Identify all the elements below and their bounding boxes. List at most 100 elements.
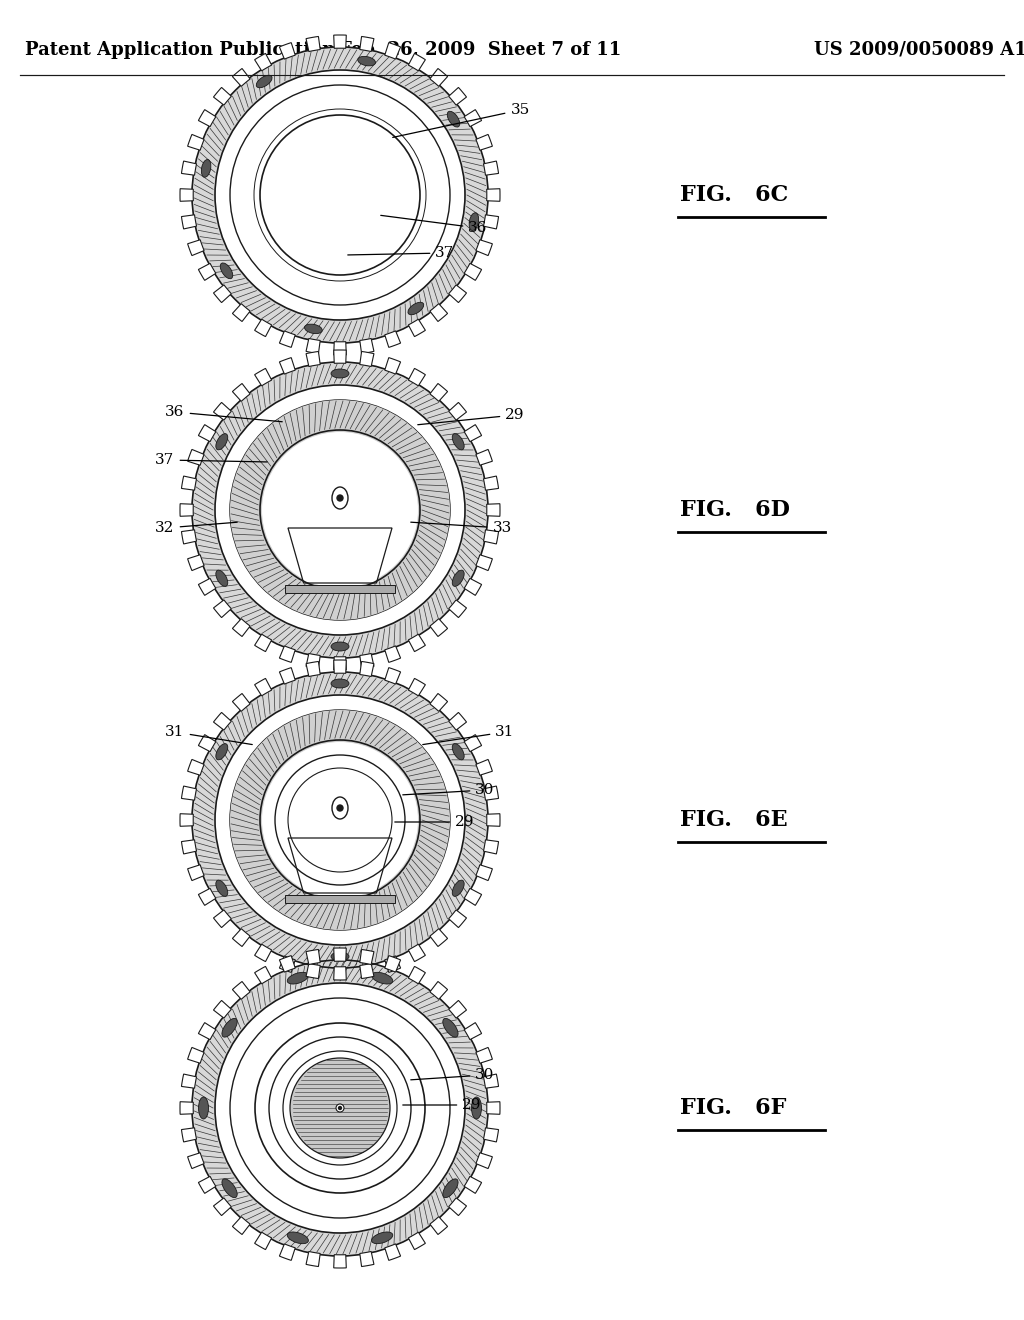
Wedge shape xyxy=(430,1217,447,1234)
Wedge shape xyxy=(232,304,250,322)
Ellipse shape xyxy=(332,487,348,510)
Wedge shape xyxy=(199,1023,216,1040)
Circle shape xyxy=(178,657,502,982)
Wedge shape xyxy=(306,949,321,965)
Wedge shape xyxy=(280,956,295,972)
Ellipse shape xyxy=(453,743,464,760)
Wedge shape xyxy=(306,1251,321,1266)
Wedge shape xyxy=(464,110,481,127)
Wedge shape xyxy=(187,449,204,465)
Wedge shape xyxy=(464,264,481,280)
Ellipse shape xyxy=(216,570,227,586)
Wedge shape xyxy=(359,351,374,367)
Ellipse shape xyxy=(372,973,393,983)
Text: Feb. 26, 2009  Sheet 7 of 11: Feb. 26, 2009 Sheet 7 of 11 xyxy=(339,41,622,59)
Wedge shape xyxy=(199,888,216,906)
Circle shape xyxy=(232,1001,449,1216)
Text: FIG.   6E: FIG. 6E xyxy=(680,809,787,832)
Wedge shape xyxy=(483,1074,499,1088)
Wedge shape xyxy=(181,477,197,490)
Wedge shape xyxy=(180,504,194,516)
Wedge shape xyxy=(213,87,231,106)
Wedge shape xyxy=(334,350,346,363)
Wedge shape xyxy=(280,331,295,347)
Ellipse shape xyxy=(222,1179,238,1197)
Wedge shape xyxy=(334,966,346,979)
Circle shape xyxy=(337,805,343,810)
Wedge shape xyxy=(232,982,250,999)
Circle shape xyxy=(336,1104,344,1111)
Ellipse shape xyxy=(222,1019,238,1038)
Text: 31: 31 xyxy=(165,725,252,744)
Wedge shape xyxy=(213,403,231,420)
Text: 35: 35 xyxy=(393,103,529,137)
Text: FIG.   6F: FIG. 6F xyxy=(680,1097,786,1119)
Wedge shape xyxy=(213,599,231,618)
Wedge shape xyxy=(255,678,271,696)
Wedge shape xyxy=(359,338,374,354)
Ellipse shape xyxy=(453,880,464,896)
Ellipse shape xyxy=(216,880,227,896)
Wedge shape xyxy=(280,358,295,374)
Circle shape xyxy=(178,946,502,1270)
Wedge shape xyxy=(476,449,493,465)
FancyBboxPatch shape xyxy=(285,895,395,903)
Wedge shape xyxy=(334,660,346,673)
Circle shape xyxy=(337,495,343,502)
Ellipse shape xyxy=(216,434,227,450)
Wedge shape xyxy=(255,368,271,385)
Wedge shape xyxy=(306,653,321,668)
Ellipse shape xyxy=(331,370,349,378)
Text: 36: 36 xyxy=(381,215,487,235)
Wedge shape xyxy=(187,1047,204,1063)
Wedge shape xyxy=(187,1152,204,1168)
Wedge shape xyxy=(180,813,194,826)
Wedge shape xyxy=(334,1255,346,1269)
Wedge shape xyxy=(187,865,204,880)
Polygon shape xyxy=(288,838,392,894)
Wedge shape xyxy=(181,529,197,544)
Wedge shape xyxy=(464,425,481,442)
Ellipse shape xyxy=(331,678,349,688)
Wedge shape xyxy=(409,53,425,71)
Wedge shape xyxy=(359,37,374,51)
Ellipse shape xyxy=(304,325,323,334)
Wedge shape xyxy=(359,949,374,965)
Wedge shape xyxy=(385,645,400,663)
Wedge shape xyxy=(181,1074,197,1088)
Wedge shape xyxy=(255,634,271,652)
Circle shape xyxy=(260,115,420,275)
Wedge shape xyxy=(180,1102,194,1114)
Text: US 2009/0050089 A1: US 2009/0050089 A1 xyxy=(814,41,1024,59)
Wedge shape xyxy=(449,599,467,618)
Text: 30: 30 xyxy=(402,783,495,797)
Ellipse shape xyxy=(256,75,272,87)
Wedge shape xyxy=(187,759,204,775)
Ellipse shape xyxy=(331,952,349,961)
Wedge shape xyxy=(280,645,295,663)
Wedge shape xyxy=(464,1176,481,1193)
Wedge shape xyxy=(476,1047,493,1063)
Wedge shape xyxy=(476,759,493,775)
Wedge shape xyxy=(232,1217,250,1234)
Ellipse shape xyxy=(332,797,348,818)
Wedge shape xyxy=(464,888,481,906)
Wedge shape xyxy=(306,964,321,978)
Wedge shape xyxy=(385,956,400,973)
Ellipse shape xyxy=(202,160,211,177)
Wedge shape xyxy=(430,304,447,322)
Text: Patent Application Publication: Patent Application Publication xyxy=(25,41,335,59)
Wedge shape xyxy=(449,1001,467,1018)
Polygon shape xyxy=(288,528,392,583)
Wedge shape xyxy=(476,1152,493,1168)
Text: 33: 33 xyxy=(411,521,512,535)
Wedge shape xyxy=(483,529,499,544)
Wedge shape xyxy=(385,1243,400,1261)
Wedge shape xyxy=(199,578,216,595)
Wedge shape xyxy=(449,713,467,730)
Wedge shape xyxy=(180,189,194,201)
Text: 37: 37 xyxy=(348,246,455,260)
Wedge shape xyxy=(449,87,467,106)
Wedge shape xyxy=(385,42,400,59)
Wedge shape xyxy=(306,37,321,51)
